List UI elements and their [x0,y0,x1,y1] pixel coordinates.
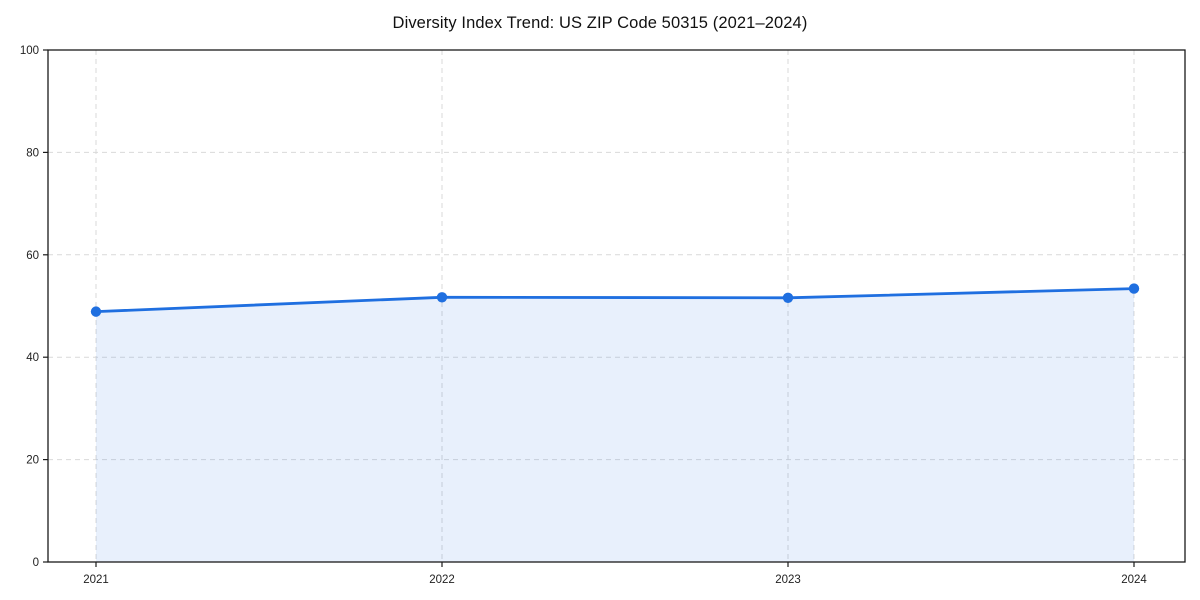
data-point-marker [436,292,448,303]
chart-title: Diversity Index Trend: US ZIP Code 50315… [392,14,808,32]
data-point-marker [90,306,102,317]
area-fill [96,288,1134,562]
trend-line [94,287,1136,314]
data-point-marker [782,292,794,304]
y-tick-label: 0 [33,557,39,569]
y-tick-label: 20 [26,455,39,467]
y-tick-label: 60 [26,250,39,262]
y-tick-label: 100 [20,45,39,57]
x-tick-label: 2023 [775,574,801,586]
y-tick-label: 40 [26,352,39,364]
x-tick-label: 2021 [83,574,109,586]
plot-border [47,49,1186,563]
y-tick-label: 80 [26,147,39,159]
x-tick-label: 2024 [1121,574,1147,586]
data-point-marker [1128,283,1140,294]
x-tick-label: 2022 [429,574,455,586]
